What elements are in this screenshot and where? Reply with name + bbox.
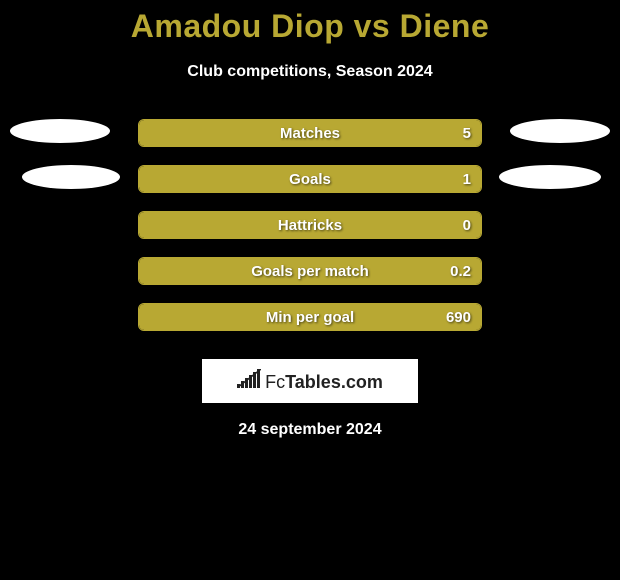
- player-right-ellipse: [510, 119, 610, 143]
- logo-box: FcTables.com: [202, 359, 418, 403]
- stat-bar: Matches5: [138, 119, 482, 147]
- player-left-ellipse: [22, 165, 120, 189]
- logo-text-main: Tables.com: [285, 372, 383, 392]
- player-right-ellipse: [499, 165, 601, 189]
- stat-row: Goals per match0.2: [0, 257, 620, 303]
- subtitle: Club competitions, Season 2024: [0, 63, 620, 81]
- stat-bar: Min per goal690: [138, 303, 482, 331]
- stat-row: Matches5: [0, 119, 620, 165]
- player-left-ellipse: [10, 119, 110, 143]
- logo-text: FcTables.com: [265, 372, 383, 393]
- stat-bar-fill: [139, 304, 481, 330]
- stat-bar-fill: [139, 258, 481, 284]
- date: 24 september 2024: [0, 421, 620, 439]
- stat-bar-fill: [139, 212, 481, 238]
- page-title: Amadou Diop vs Diene: [0, 8, 620, 45]
- stat-bar: Goals per match0.2: [138, 257, 482, 285]
- stat-bar: Hattricks0: [138, 211, 482, 239]
- stat-bar-fill: [139, 166, 481, 192]
- stats-rows: Matches5 Goals1 Hattricks0 Goals per match0…: [0, 119, 620, 349]
- stat-row: Goals1: [0, 165, 620, 211]
- stat-bar: Goals1: [138, 165, 482, 193]
- stat-row: Min per goal690: [0, 303, 620, 349]
- logo: FcTables.com: [237, 369, 383, 393]
- stat-bar-fill: [139, 120, 481, 146]
- stat-row: Hattricks0: [0, 211, 620, 257]
- logo-bars-icon: [237, 369, 261, 393]
- logo-text-prefix: Fc: [265, 372, 285, 392]
- root: Amadou Diop vs Diene Club competitions, …: [0, 0, 620, 439]
